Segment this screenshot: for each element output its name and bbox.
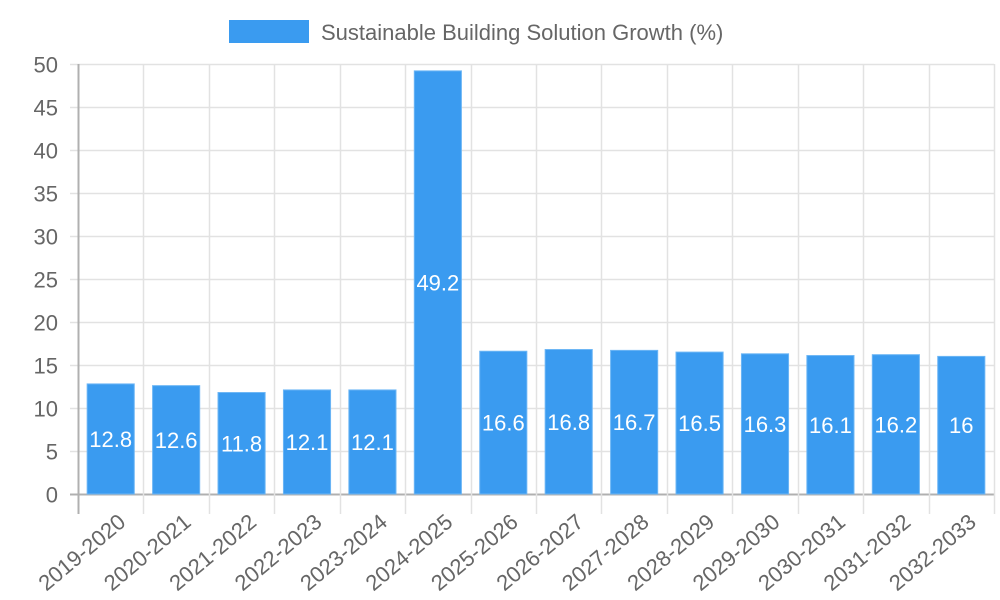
- bar-value-label: 16.8: [547, 410, 590, 435]
- y-axis: 0 5 10 15 20 25 30 35 40 45 50: [34, 53, 58, 508]
- y-tick-label: 30: [34, 225, 58, 250]
- bar-value-label: 12.8: [89, 427, 132, 452]
- bar[interactable]: [217, 392, 266, 495]
- bar-value-label: 16.3: [744, 412, 787, 437]
- bar-value-label: 16.6: [482, 411, 525, 436]
- y-tick-label: 5: [46, 440, 58, 465]
- bar-value-label: 12.1: [351, 430, 394, 455]
- bar-value-label: 16.2: [874, 412, 917, 437]
- bar[interactable]: [610, 349, 659, 495]
- bar-value-label: 11.8: [221, 431, 262, 456]
- bar-value-label: 16: [949, 413, 973, 438]
- y-tick-label: 50: [34, 53, 58, 78]
- bar[interactable]: [413, 70, 462, 495]
- bar[interactable]: [806, 355, 855, 495]
- legend-swatch: [229, 20, 309, 43]
- grid-lines: [70, 63, 996, 514]
- y-tick-label: 45: [34, 96, 58, 121]
- legend[interactable]: Sustainable Building Solution Growth (%): [229, 20, 723, 45]
- bars: 12.8 12.6 11.8 12.1 12.1 49.2 16.6 16.8 16.7 16.5…: [86, 70, 986, 495]
- bar[interactable]: [479, 350, 528, 495]
- bar[interactable]: [86, 383, 135, 495]
- y-tick-label: 0: [46, 483, 58, 508]
- y-tick-label: 10: [34, 397, 58, 422]
- bar-value-label: 12.1: [286, 430, 329, 455]
- y-tick-label: 40: [34, 139, 58, 164]
- bar-value-label: 12.6: [155, 428, 198, 453]
- x-axis: 2019-20202020-20212021-20222022-20232023…: [34, 509, 981, 596]
- bar[interactable]: [871, 354, 920, 495]
- bar-value-label: 16.7: [613, 410, 656, 435]
- bar[interactable]: [937, 355, 986, 495]
- bar[interactable]: [348, 389, 397, 495]
- bar-value-label: 49.2: [416, 270, 459, 295]
- y-tick-label: 35: [34, 182, 58, 207]
- legend-label: Sustainable Building Solution Growth (%): [321, 20, 723, 45]
- y-tick-label: 25: [34, 268, 58, 293]
- bar[interactable]: [675, 351, 724, 495]
- y-tick-label: 15: [34, 354, 58, 379]
- bar[interactable]: [740, 353, 790, 495]
- y-tick-label: 20: [34, 311, 58, 336]
- bar-value-label: 16.5: [678, 411, 721, 436]
- bar[interactable]: [152, 385, 201, 495]
- bar[interactable]: [282, 389, 332, 495]
- bar[interactable]: [544, 349, 593, 495]
- bar-value-label: 16.1: [809, 413, 852, 438]
